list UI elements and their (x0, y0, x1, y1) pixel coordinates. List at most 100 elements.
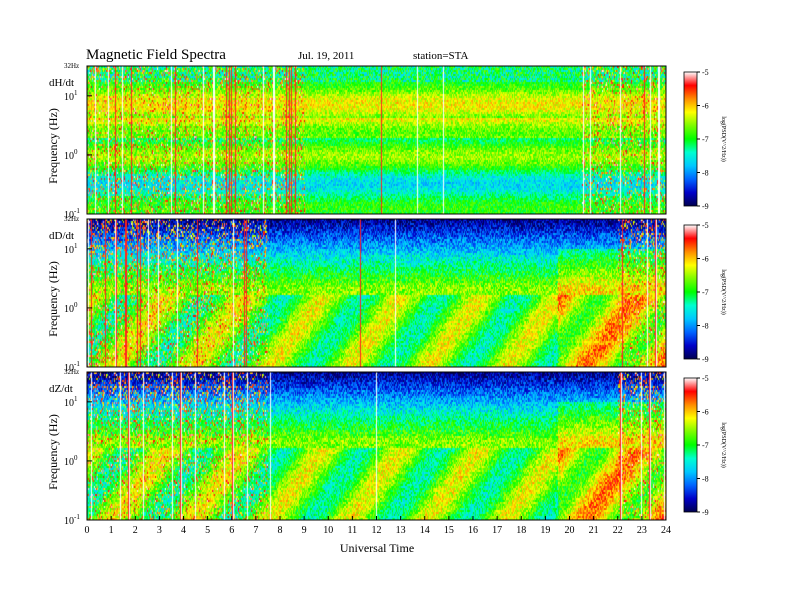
x-tick-label: 6 (229, 525, 234, 536)
x-axis-label: Universal Time (340, 541, 414, 555)
colorbar-tick-label: -6 (702, 408, 709, 417)
colorbar-2: -5 -6 -7 -8 -9 log(PSD(V^2/Hz)) (683, 221, 727, 364)
y-tick-label: 101 (64, 395, 78, 409)
y-tick-exp: -1 (74, 360, 80, 368)
y-tick-base: 10 (64, 245, 74, 256)
x-tick-label: 9 (302, 525, 307, 536)
x-tick-label: 11 (348, 525, 358, 536)
colorbar-tick-label: -5 (702, 68, 709, 77)
colorbar-label: log(PSD(V^2/Hz)) (720, 422, 727, 467)
y-top-label: 32Hz (64, 215, 79, 223)
colorbars: -5 -6 -7 -8 -9 log(PSD(V^2/Hz)) -5 -6 -7 -8 -9 log(… (683, 68, 727, 517)
y-tick-base: 10 (64, 210, 74, 221)
colorbar-ramp (683, 224, 698, 360)
y-top-label: 32Hz (64, 62, 79, 70)
colorbar-tick-label: -7 (702, 135, 709, 144)
y-tick-exp: 1 (74, 89, 78, 97)
y-tick-base: 10 (64, 92, 74, 103)
x-tick-label: 7 (253, 525, 258, 536)
colorbar-ramp (683, 377, 698, 513)
panel-component-label: dH/dt (49, 77, 74, 89)
station-label: station=STA (413, 50, 468, 62)
x-tick-label: 2 (133, 525, 138, 536)
y-axis-label: Frequency (Hz) (46, 414, 60, 490)
y-axis-label: Frequency (Hz) (46, 261, 60, 337)
y-tick-label: 100 (64, 148, 78, 162)
spectrogram-image (87, 219, 666, 367)
colorbar-tick-label: -5 (702, 221, 709, 230)
colorbar-tick-label: -9 (702, 355, 709, 364)
y-tick-base: 10 (64, 304, 74, 315)
colorbar-label: log(PSD(V^2/Hz)) (720, 116, 727, 161)
y-tick-exp: 0 (74, 301, 78, 309)
panel-frame (86, 218, 667, 368)
colorbar-tick-label: -8 (702, 322, 709, 331)
colorbar-3: -5 -6 -7 -8 -9 log(PSD(V^2/Hz)) (683, 374, 727, 517)
x-tick-label: 22 (613, 525, 623, 536)
x-tick-label: 23 (637, 525, 647, 536)
colorbar-label: log(PSD(V^2/Hz)) (720, 269, 727, 314)
spectrogram-image (87, 66, 666, 214)
x-tick-label: 13 (396, 525, 406, 536)
y-tick-label: 10-1 (64, 360, 80, 374)
colorbar-1: -5 -6 -7 -8 -9 log(PSD(V^2/Hz)) (683, 68, 727, 211)
y-tick-label: 10-1 (64, 207, 80, 221)
y-axis-label: Frequency (Hz) (46, 108, 60, 184)
x-tick-label: 21 (589, 525, 599, 536)
y-tick-base: 10 (64, 398, 74, 409)
colorbar-tick-label: -7 (702, 288, 709, 297)
x-tick-label: 10 (323, 525, 333, 536)
y-tick-base: 10 (64, 457, 74, 468)
y-tick-base: 10 (64, 151, 74, 162)
x-tick-label: 20 (565, 525, 575, 536)
x-tick-label: 15 (444, 525, 454, 536)
y-tick-label: 100 (64, 301, 78, 315)
y-tick-label: 101 (64, 242, 78, 256)
colorbar-tick-label: -6 (702, 102, 709, 111)
colorbar-tick-label: -8 (702, 475, 709, 484)
x-tick-label: 0 (85, 525, 90, 536)
chart-date: Jul. 19, 2011 (298, 50, 354, 62)
y-tick-label: 10-1 (64, 513, 80, 527)
x-tick-label: 3 (157, 525, 162, 536)
x-tick-label: 1 (109, 525, 114, 536)
panel-frame (86, 65, 667, 215)
y-tick-base: 10 (64, 363, 74, 374)
colorbar-tick-label: -9 (702, 508, 709, 517)
y-tick-exp: 0 (74, 148, 78, 156)
y-tick-label: 100 (64, 454, 78, 468)
panel-component-label: dZ/dt (49, 383, 73, 395)
y-tick-exp: 1 (74, 395, 78, 403)
x-tick-label: 5 (205, 525, 210, 536)
y-tick-exp: 1 (74, 242, 78, 250)
colorbar-ramp (683, 71, 698, 207)
y-tick-exp: -1 (74, 513, 80, 521)
y-tick-base: 10 (64, 516, 74, 527)
colorbar-tick-label: -7 (702, 441, 709, 450)
y-tick-label: 101 (64, 89, 78, 103)
x-tick-label: 16 (468, 525, 478, 536)
y-tick-exp: -1 (74, 207, 80, 215)
x-tick-label: 4 (181, 525, 186, 536)
x-tick-label: 17 (492, 525, 502, 536)
panel-component-label: dD/dt (49, 230, 74, 242)
colorbar-tick-label: -8 (702, 169, 709, 178)
chart-title: Magnetic Field Spectra (86, 47, 226, 63)
x-tick-label: 24 (661, 525, 671, 536)
x-tick-label: 14 (420, 525, 430, 536)
spectrogram-image (87, 372, 666, 520)
colorbar-tick-label: -6 (702, 255, 709, 264)
x-tick-label: 18 (516, 525, 526, 536)
x-axis: 0 1 2 3 4 5 6 7 8 9 10 11 12 13 14 15 16 17 18 19 20 21 22 23 24 (85, 516, 671, 536)
colorbar-tick-label: -5 (702, 374, 709, 383)
x-tick-label: 19 (540, 525, 550, 536)
x-tick-label: 8 (278, 525, 283, 536)
colorbar-tick-label: -9 (702, 202, 709, 211)
y-tick-exp: 0 (74, 454, 78, 462)
x-tick-label: 12 (372, 525, 382, 536)
